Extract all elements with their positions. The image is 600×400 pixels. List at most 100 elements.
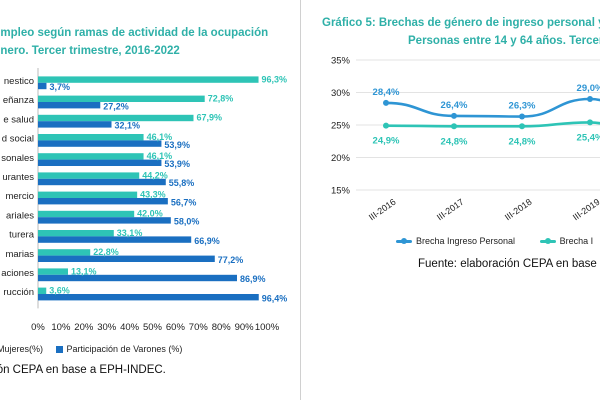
left-chart-panel: empleo según ramas de actividad de la oc…	[0, 0, 301, 400]
bar-varones	[38, 255, 215, 262]
line-point	[587, 96, 593, 102]
bar-mujeres	[38, 191, 138, 198]
bar-varones-value-label: 77,2%	[218, 255, 244, 265]
right-title-line1: Gráfico 5: Brechas de género de ingreso …	[322, 17, 600, 29]
bar-mujeres-value-label: 44,2%	[142, 170, 168, 180]
line-y-tick-label: 25%	[331, 121, 351, 132]
bar-mujeres	[38, 95, 205, 102]
bar-mujeres-value-label: 72,8%	[208, 94, 234, 104]
bar-x-tick-label: 30%	[97, 322, 117, 333]
bar-category-label: mercio	[5, 191, 34, 202]
right-chart-title: Gráfico 5: Brechas de género de ingreso …	[322, 14, 600, 50]
line-point	[383, 99, 389, 106]
bar-x-tick-label: 40%	[120, 322, 140, 333]
bar-mujeres-value-label: 43,3%	[140, 190, 166, 200]
right-chart-panel: Gráfico 5: Brechas de género de ingreso …	[308, 0, 600, 400]
bar-varones-value-label: 96,4%	[262, 293, 288, 303]
line-x-tick-label: III-2018	[503, 197, 534, 223]
bar-category-label: rucción	[3, 287, 34, 298]
bar-category-label: d social	[2, 134, 34, 145]
bar-mujeres-value-label: 46,1%	[147, 132, 173, 142]
bar-mujeres-value-label: 67,9%	[196, 113, 222, 123]
line-x-tick-label: III-2019	[571, 197, 600, 223]
legend-mujeres: Mujeres(%)	[0, 344, 43, 354]
bar-category-label: eñanza	[3, 95, 35, 106]
right-source-note: Fuente: elaboración CEPA en base	[418, 258, 597, 270]
legend-horaria-label: Brecha I	[559, 236, 594, 246]
bar-x-tick-label: 70%	[189, 322, 209, 333]
line-y-tick-label: 35%	[331, 56, 351, 67]
legend-ingreso-swatch	[396, 238, 412, 245]
bar-varones-value-label: 3,7%	[49, 82, 70, 92]
bar-mujeres-value-label: 46,1%	[147, 151, 173, 161]
bar-mujeres	[38, 153, 144, 160]
line-chart-legend: Brecha Ingreso Personal Brecha I	[396, 236, 600, 246]
bar-varones	[38, 140, 162, 147]
line-data-label: 24,8%	[509, 136, 536, 147]
bar-mujeres	[38, 114, 194, 122]
line-point	[519, 123, 525, 130]
bar-varones-value-label: 53,9%	[164, 159, 190, 169]
bar-x-tick-label: 0%	[31, 322, 45, 333]
bar-mujeres-value-label: 96,3%	[262, 74, 288, 84]
bar-varones-value-label: 55,8%	[169, 178, 195, 188]
line-series-path	[385, 97, 600, 118]
legend-horaria-swatch	[539, 238, 556, 245]
line-point	[451, 112, 457, 119]
line-point	[383, 122, 389, 129]
bar-category-label: sonales	[1, 153, 34, 164]
bar-mujeres-value-label: 3,6%	[49, 286, 70, 296]
line-y-tick-label: 30%	[331, 88, 351, 99]
left-title-line2: enero. Tercer trimestre, 2016-2022	[0, 45, 180, 57]
line-point	[519, 113, 525, 120]
legend-varones-label: Participación de Varones (%)	[66, 344, 183, 354]
bar-mujeres-value-label: 22,8%	[93, 247, 119, 257]
bar-varones	[38, 274, 238, 282]
line-data-label: 24,8%	[441, 136, 468, 147]
bar-varones-value-label: 32,1%	[115, 121, 141, 131]
left-title-line1: empleo según ramas de actividad de la oc…	[0, 27, 269, 39]
bar-x-tick-label: 100%	[255, 322, 280, 333]
line-data-label: 28,4%	[373, 87, 400, 98]
bar-varones-value-label: 27,2%	[103, 101, 129, 111]
line-y-tick-label: 15%	[331, 186, 351, 197]
bar-mujeres	[38, 287, 47, 294]
line-data-label: 24,9%	[373, 136, 400, 147]
bar-varones	[38, 198, 168, 205]
bar-varones	[38, 121, 112, 128]
line-x-tick-label: III-2017	[435, 197, 466, 223]
line-data-label: 29,0%	[577, 83, 600, 94]
legend-mujeres-label: Mujeres(%)	[0, 344, 44, 354]
bar-mujeres	[38, 134, 144, 141]
right-title-line2: Personas entre 14 y 64 años. Tercer tri	[408, 35, 600, 47]
bar-mujeres-value-label: 42,0%	[137, 209, 163, 219]
bar-varones	[38, 236, 192, 243]
line-x-tick-label: III-2016	[367, 197, 398, 223]
left-source-note: ación CEPA en base a EPH-INDEC.	[0, 364, 166, 376]
line-series-path	[385, 121, 600, 128]
bar-varones	[38, 82, 47, 90]
bar-category-label: nestico	[4, 76, 34, 87]
bar-x-tick-label: 10%	[51, 322, 71, 333]
line-chart: 35% 30% 25% 20% 15% III-2016 III-2017 III-2018 I…	[331, 56, 600, 223]
bar-chart-legend: Mujeres(%) Participación de Varones (%)	[0, 344, 192, 354]
bar-category-label: aciones	[1, 268, 34, 279]
bar-varones-value-label: 53,9%	[164, 140, 190, 150]
bar-varones-value-label: 56,7%	[171, 197, 197, 207]
legend-varones: Participación de Varones (%)	[55, 344, 183, 354]
bar-mujeres-value-label: 33,1%	[117, 228, 143, 238]
bar-varones	[38, 159, 162, 166]
bar-varones	[38, 178, 166, 186]
bar-mujeres	[38, 210, 135, 218]
bar-x-tick-label: 60%	[166, 322, 186, 333]
bar-varones	[38, 217, 171, 224]
bar-x-tick-label: 50%	[143, 322, 163, 333]
line-data-label: 26,4%	[441, 100, 468, 111]
bar-category-label: marias	[5, 249, 34, 260]
bar-varones	[38, 294, 259, 301]
legend-horaria: Brecha I	[539, 236, 594, 246]
bar-mujeres	[38, 172, 140, 179]
bar-category-label: ariales	[6, 210, 34, 221]
bar-x-tick-label: 20%	[74, 322, 94, 333]
line-data-label: 25,4%	[577, 132, 600, 143]
